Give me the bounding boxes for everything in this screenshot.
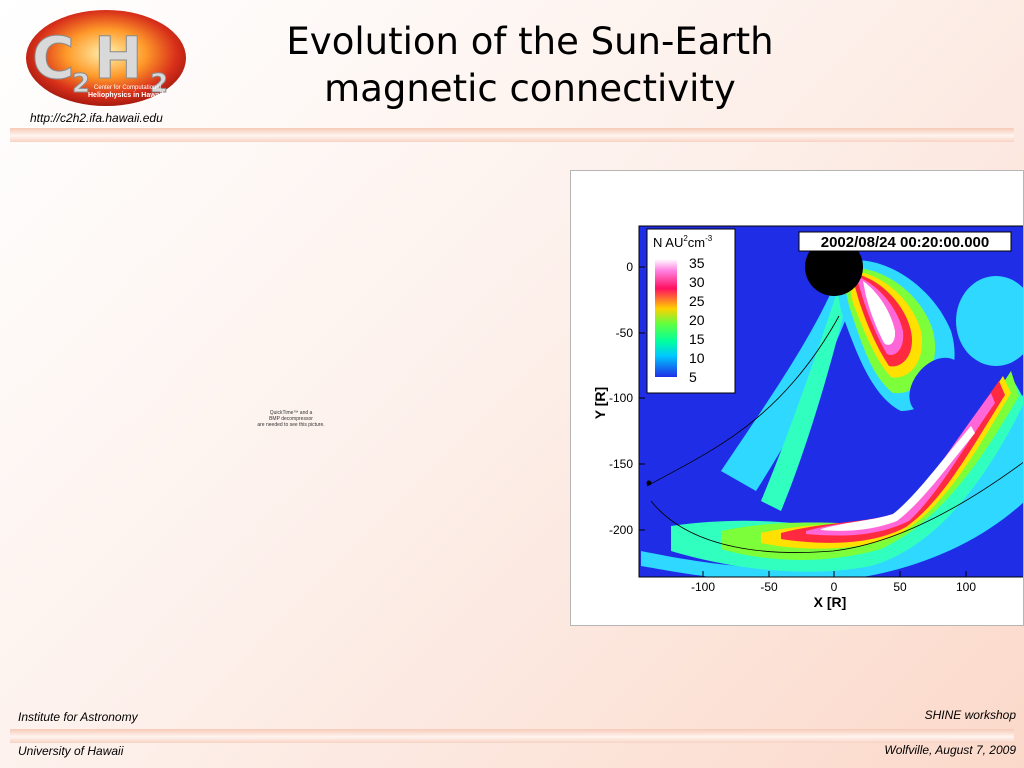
legend-value: 10 [689,350,705,366]
legend-value: 25 [689,293,705,309]
logo-tagline-2: Heliophysics in Hawaii [88,92,164,99]
placeholder-line-3: are needed to see this picture. [257,422,325,428]
y-tick-label: -100 [609,391,633,405]
title-line-1: Evolution of the Sun-Earth [286,20,774,63]
placeholder-line-1: QuickTime™ and a [269,410,313,416]
legend-sup-1: 2 [683,234,688,243]
legend-value: 35 [689,255,705,271]
x-tick-label: 50 [893,580,907,594]
y-axis: 0 -50 -100 -150 -200 [609,260,645,537]
logo-tagline-1: Center for Computational [94,85,161,91]
y-tick-label: -150 [609,457,633,471]
x-tick-label: -100 [691,580,715,594]
svg-text:N AU2cm-3: N AU2cm-3 [653,234,713,250]
svg-text:2: 2 [150,69,168,99]
x-tick-label: -50 [760,580,778,594]
footer-divider [10,729,1014,743]
legend-title: N AU [653,235,683,250]
footer-institute: Institute for Astronomy [18,710,138,724]
x-axis-label: X [R] [814,594,847,610]
y-tick-label: 0 [626,260,633,274]
legend-value: 15 [689,331,705,347]
color-legend: N AU2cm-3 35 30 25 20 15 10 5 [646,228,736,394]
legend-unit: cm [688,235,705,250]
svg-text:H: H [94,24,143,92]
legend-sup-2: -3 [705,234,713,243]
footer-event: SHINE workshop [924,708,1016,722]
legend-value: 30 [689,274,705,290]
svg-text:2: 2 [72,69,90,99]
x-axis: -100 -50 0 50 100 [691,571,976,594]
placeholder-line-2: BMP decompressor [269,416,313,422]
sun-disk [805,238,863,296]
footer-date: Wolfville, August 7, 2009 [884,743,1016,757]
slide-title: Evolution of the Sun-Earth magnetic conn… [230,18,830,112]
x-tick-label: 100 [956,580,976,594]
title-line-2: magnetic connectivity [324,67,736,110]
footer-university: University of Hawaii [18,744,124,758]
media-placeholder: QuickTime™ and a BMP decompressor are ne… [250,410,332,428]
site-url[interactable]: http://c2h2.ifa.hawaii.edu [30,111,163,125]
simulation-plot: 0 -50 -100 -150 -200 Y [R] -100 -50 0 50… [570,170,1024,626]
c2h2-logo: C 2 H 2 Center for Computational Helioph… [22,6,190,110]
header-divider [10,128,1014,142]
timestamp-label: 2002/08/24 00:20:00.000 [821,234,989,251]
x-tick-label: 0 [831,580,838,594]
y-tick-label: -50 [616,326,634,340]
legend-value: 20 [689,312,705,328]
y-tick-label: -200 [609,523,633,537]
legend-value: 5 [689,369,697,385]
svg-text:C: C [32,24,75,92]
y-axis-label: Y [R] [592,387,608,419]
